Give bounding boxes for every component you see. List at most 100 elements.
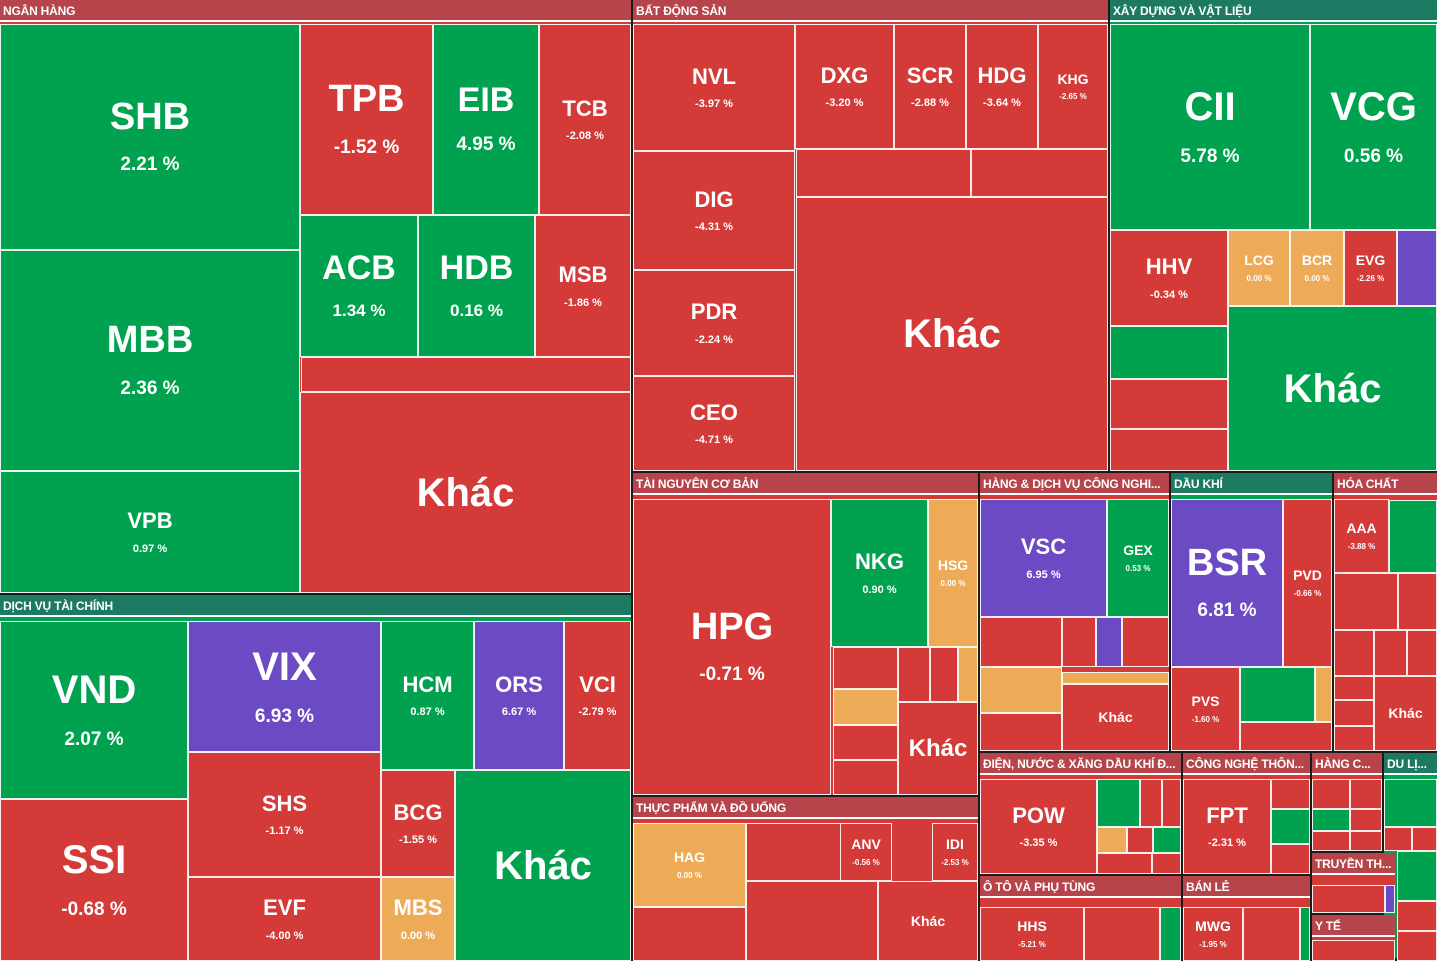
- stock-tile-vcg[interactable]: VCG 0.56 %: [1310, 24, 1437, 230]
- sector-header-health[interactable]: Y TẾ: [1312, 915, 1395, 937]
- stock-tile-unlabeled[interactable]: [1062, 672, 1169, 684]
- sector-header-retail[interactable]: BÁN LẺ: [1183, 876, 1310, 898]
- stock-tile-unlabeled[interactable]: [1407, 630, 1437, 676]
- stock-tile-unlabeled[interactable]: [1153, 827, 1181, 853]
- stock-tile-bcr[interactable]: BCR 0.00 %: [1290, 230, 1344, 306]
- stock-tile-evg[interactable]: EVG -2.26 %: [1344, 230, 1397, 306]
- stock-tile-unlabeled[interactable]: [1374, 630, 1407, 676]
- sector-header-chemicals[interactable]: HÓA CHẤT: [1334, 473, 1437, 495]
- sector-header-consumer[interactable]: HÀNG C...: [1312, 753, 1382, 775]
- stock-tile-pvd[interactable]: PVD -0.66 %: [1283, 499, 1332, 667]
- stock-tile-unlabeled[interactable]: [958, 647, 978, 702]
- stock-tile-unlabeled[interactable]: [1385, 885, 1395, 913]
- sector-header-auto[interactable]: Ô TÔ VÀ PHỤ TÙNG: [980, 876, 1181, 898]
- stock-tile-unlabeled[interactable]: [1350, 779, 1382, 809]
- stock-tile-vsc[interactable]: VSC 6.95 %: [980, 499, 1107, 617]
- stock-tile-ssi[interactable]: SSI -0.68 %: [0, 799, 188, 961]
- stock-tile-bcg[interactable]: BCG -1.55 %: [381, 770, 455, 877]
- stock-tile-vix[interactable]: VIX 6.93 %: [188, 621, 381, 752]
- stock-tile-shb[interactable]: SHB 2.21 %: [0, 24, 300, 250]
- stock-tile-khác[interactable]: Khác: [300, 392, 631, 593]
- stock-tile-unlabeled[interactable]: [1315, 667, 1332, 722]
- stock-tile-unlabeled[interactable]: [1160, 907, 1181, 961]
- stock-tile-unlabeled[interactable]: [1271, 844, 1310, 874]
- stock-tile-ceo[interactable]: CEO -4.71 %: [633, 376, 795, 471]
- stock-tile-scr[interactable]: SCR -2.88 %: [894, 24, 966, 149]
- stock-tile-hhs[interactable]: HHS -5.21 %: [980, 907, 1084, 961]
- stock-tile-vci[interactable]: VCI -2.79 %: [564, 621, 631, 770]
- stock-tile-khác[interactable]: Khác: [1228, 306, 1437, 471]
- stock-tile-khác[interactable]: Khác: [878, 881, 978, 961]
- stock-tile-pow[interactable]: POW -3.35 %: [980, 779, 1097, 874]
- sector-header-media[interactable]: TRUYỀN TH...: [1312, 853, 1395, 875]
- stock-tile-unlabeled[interactable]: [1384, 779, 1437, 827]
- stock-tile-unlabeled[interactable]: [833, 647, 898, 689]
- stock-tile-gex[interactable]: GEX 0.53 %: [1107, 499, 1169, 617]
- stock-tile-cii[interactable]: CII 5.78 %: [1110, 24, 1310, 230]
- stock-tile-aaa[interactable]: AAA -3.88 %: [1334, 499, 1389, 573]
- stock-tile-unlabeled[interactable]: [1300, 907, 1310, 961]
- stock-tile-mwg[interactable]: MWG -1.95 %: [1183, 907, 1243, 961]
- stock-tile-msb[interactable]: MSB -1.86 %: [535, 215, 631, 357]
- sector-header-bank[interactable]: NGÂN HÀNG: [0, 0, 631, 22]
- stock-tile-unlabeled[interactable]: [833, 760, 898, 795]
- stock-tile-pvs[interactable]: PVS -1.60 %: [1171, 667, 1240, 751]
- stock-tile-unlabeled[interactable]: [1334, 573, 1398, 630]
- stock-tile-hdb[interactable]: HDB 0.16 %: [418, 215, 535, 357]
- stock-tile-unlabeled[interactable]: [1140, 779, 1162, 827]
- stock-tile-unlabeled[interactable]: [1312, 779, 1350, 809]
- stock-tile-unlabeled[interactable]: [746, 881, 878, 961]
- stock-tile-unlabeled[interactable]: [980, 667, 1062, 713]
- stock-tile-unlabeled[interactable]: [1097, 853, 1152, 874]
- stock-tile-khác[interactable]: Khác: [898, 702, 978, 795]
- stock-tile-unlabeled[interactable]: [1350, 831, 1382, 851]
- stock-tile-unlabeled[interactable]: [1162, 779, 1181, 827]
- stock-tile-unlabeled[interactable]: [1334, 676, 1374, 700]
- stock-tile-khác[interactable]: Khác: [796, 197, 1108, 471]
- stock-tile-idi[interactable]: IDI -2.53 %: [932, 823, 978, 881]
- stock-tile-lcg[interactable]: LCG 0.00 %: [1228, 230, 1290, 306]
- stock-tile-unlabeled[interactable]: [1397, 901, 1437, 931]
- stock-tile-ors[interactable]: ORS 6.67 %: [474, 621, 564, 770]
- sector-header-tech[interactable]: CÔNG NGHỆ THÔN...: [1183, 753, 1310, 775]
- stock-tile-tpb[interactable]: TPB -1.52 %: [300, 24, 433, 215]
- stock-tile-eib[interactable]: EIB 4.95 %: [433, 24, 539, 215]
- stock-tile-unlabeled[interactable]: [1127, 827, 1153, 853]
- stock-tile-unlabeled[interactable]: [1350, 809, 1382, 831]
- stock-tile-unlabeled[interactable]: [1397, 230, 1437, 306]
- stock-tile-hhv[interactable]: HHV -0.34 %: [1110, 230, 1228, 326]
- stock-tile-unlabeled[interactable]: [980, 617, 1062, 667]
- stock-tile-unlabeled[interactable]: [833, 725, 898, 760]
- stock-tile-mbb[interactable]: MBB 2.36 %: [0, 250, 300, 471]
- stock-tile-unlabeled[interactable]: [1096, 617, 1122, 667]
- stock-tile-dxg[interactable]: DXG -3.20 %: [795, 24, 894, 149]
- stock-tile-unlabeled[interactable]: [1397, 851, 1437, 901]
- sector-header-industrial[interactable]: HÀNG & DỊCH VỤ CÔNG NGHI...: [980, 473, 1169, 495]
- stock-tile-pdr[interactable]: PDR -2.24 %: [633, 270, 795, 376]
- sector-header-finance[interactable]: DỊCH VỤ TÀI CHÍNH: [0, 595, 631, 617]
- stock-tile-unlabeled[interactable]: [1240, 722, 1332, 751]
- stock-tile-hag[interactable]: HAG 0.00 %: [633, 823, 746, 907]
- stock-tile-hcm[interactable]: HCM 0.87 %: [381, 621, 474, 770]
- stock-tile-unlabeled[interactable]: [1243, 907, 1300, 961]
- stock-tile-unlabeled[interactable]: [1097, 779, 1140, 827]
- stock-tile-unlabeled[interactable]: [833, 689, 898, 725]
- sector-header-food[interactable]: THỰC PHẨM VÀ ĐỒ UỐNG: [633, 797, 978, 819]
- stock-tile-unlabeled[interactable]: [1384, 827, 1412, 851]
- stock-tile-unlabeled[interactable]: [1122, 617, 1169, 667]
- stock-tile-nkg[interactable]: NKG 0.90 %: [831, 499, 928, 647]
- stock-tile-shs[interactable]: SHS -1.17 %: [188, 752, 381, 877]
- stock-tile-unlabeled[interactable]: [1312, 831, 1350, 851]
- stock-tile-unlabeled[interactable]: [980, 713, 1062, 751]
- stock-tile-hpg[interactable]: HPG -0.71 %: [633, 499, 831, 795]
- stock-tile-unlabeled[interactable]: [971, 149, 1108, 197]
- sector-header-resources[interactable]: TÀI NGUYÊN CƠ BẢN: [633, 473, 978, 495]
- stock-tile-dig[interactable]: DIG -4.31 %: [633, 151, 795, 270]
- sector-header-oilgas[interactable]: DẦU KHÍ: [1171, 473, 1332, 495]
- stock-tile-unlabeled[interactable]: [1398, 573, 1437, 630]
- stock-tile-vpb[interactable]: VPB 0.97 %: [0, 471, 300, 593]
- stock-tile-tcb[interactable]: TCB -2.08 %: [539, 24, 631, 215]
- stock-tile-unlabeled[interactable]: [1084, 907, 1160, 961]
- stock-tile-unlabeled[interactable]: [1110, 429, 1228, 471]
- stock-tile-unlabeled[interactable]: [796, 149, 971, 197]
